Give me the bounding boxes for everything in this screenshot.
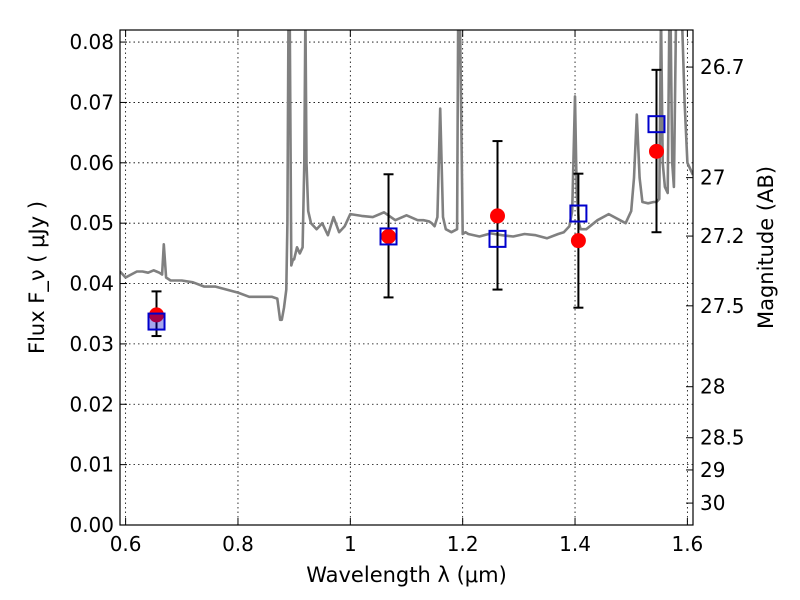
x-tick-label: 1.2	[447, 532, 479, 556]
x-tick-label: 0.6	[110, 532, 142, 556]
right-tick-label: 28	[700, 375, 725, 399]
x-tick-label: 1.4	[559, 532, 591, 556]
right-tick-label: 27.5	[700, 294, 745, 318]
observed-flux-point	[648, 143, 664, 159]
y-tick-label: 0.08	[69, 30, 114, 54]
points-layer	[147, 68, 666, 338]
ticks-layer: 0.6 0.8 1 1.2 1.4 1.6 0.00 0.01 0.02 0.03 0.04 0.05…	[69, 30, 745, 556]
right-tick-label: 26.7	[700, 55, 745, 79]
x-axis-label: Wavelength λ (μm)	[306, 563, 507, 587]
y-tick-label: 0.01	[69, 453, 114, 477]
y-axis-label: Flux F_ν ( μJy )	[25, 201, 50, 354]
model-photometry-square	[379, 227, 398, 246]
x-tick-label: 0.8	[222, 532, 254, 556]
observed-flux-point	[570, 233, 586, 249]
y-tick-label: 0.06	[69, 151, 114, 175]
observed-flux-point	[149, 307, 165, 323]
observed-flux-point	[381, 228, 397, 244]
right-tick-label: 28.5	[700, 426, 745, 450]
model-photometry-square	[147, 312, 166, 331]
right-tick-label: 30	[700, 491, 725, 515]
spectrum-layer	[120, 30, 693, 322]
right-tick-label: 29	[700, 458, 725, 482]
right-tick-label: 27.2	[700, 224, 745, 248]
right-y-axis-label: Magnitude (AB)	[754, 166, 778, 329]
y-tick-label: 0.07	[69, 90, 114, 114]
y-tick-label: 0.04	[69, 272, 114, 296]
model-photometry-square	[647, 115, 666, 134]
y-tick-label: 0.02	[69, 392, 114, 416]
x-tick-label: 1	[344, 532, 357, 556]
observed-flux-point	[490, 208, 506, 224]
spectrum-line	[120, 30, 693, 322]
y-tick-label: 0.03	[69, 332, 114, 356]
grid-layer	[120, 30, 693, 526]
y-tick-label: 0.05	[69, 211, 114, 235]
right-tick-label: 27	[700, 166, 725, 190]
model-photometry-square	[569, 204, 588, 223]
model-photometry-square	[488, 229, 507, 248]
y-tick-label: 0.00	[69, 513, 114, 537]
x-tick-label: 1.6	[671, 532, 703, 556]
plot-frame	[119, 29, 694, 526]
